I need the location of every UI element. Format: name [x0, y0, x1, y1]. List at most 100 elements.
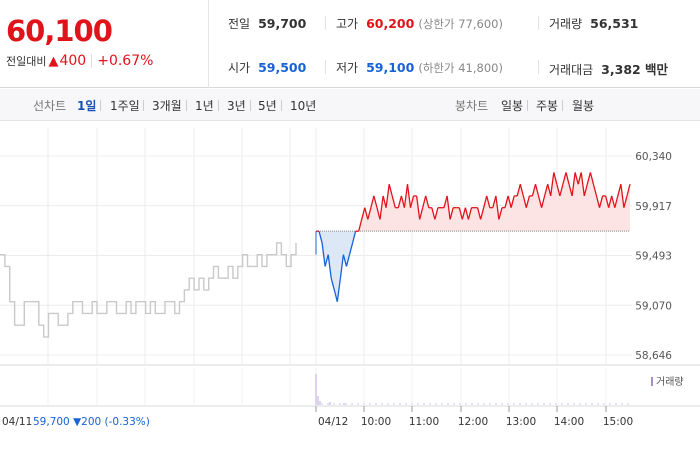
today-series-segment: [574, 172, 579, 185]
today-series-segment: [422, 195, 427, 208]
today-series-segment: [379, 195, 384, 220]
divider: [325, 16, 326, 30]
tab-weekly-candle[interactable]: 주봉: [536, 99, 559, 113]
today-series-segment: [348, 242, 354, 255]
today-series-segment: [361, 207, 366, 220]
today-series-segment: [415, 195, 421, 220]
today-series-segment: [458, 207, 463, 220]
today-series-segment: [507, 195, 512, 208]
today-series-segment: [345, 254, 351, 267]
stat-value: 59,700: [258, 16, 307, 31]
price-chart-svg: 60,340 59,917 59,493 59,070 58,646 거래량 04/11…: [0, 128, 700, 428]
today-series-segment: [608, 195, 613, 208]
today-series-segment: [373, 195, 378, 208]
today-series-segment: [391, 195, 396, 208]
y-tick-label: 59,493: [635, 251, 672, 263]
tab-1y[interactable]: 1년: [195, 99, 214, 113]
stat-sub: (상한가 77,600): [418, 17, 503, 31]
stat-value: 60,200: [366, 16, 415, 31]
tab-5y[interactable]: 5년: [258, 99, 277, 113]
today-series-segment: [510, 195, 515, 208]
stat-label: 거래대금: [549, 63, 594, 77]
stat-label: 고가: [336, 17, 359, 31]
today-series-segment: [598, 195, 604, 208]
prev-day-series: [0, 242, 297, 338]
today-series-segment: [537, 195, 543, 208]
y-tick-label: 58,646: [635, 350, 672, 362]
today-series-segment: [382, 195, 387, 208]
x-tick-label: 13:00: [506, 416, 536, 428]
x-tick-label: 04/11: [2, 416, 32, 428]
today-series-segment: [543, 184, 549, 197]
stat-open: 시가 59,500: [228, 59, 306, 76]
x-tick-label: 12:00: [458, 416, 488, 428]
x-tick-label: 14:00: [554, 416, 584, 428]
today-series-segment: [486, 195, 491, 208]
today-series-segment: [568, 184, 573, 197]
today-series-segment: [324, 254, 329, 267]
today-series-segment: [397, 195, 403, 208]
today-series-segment: [626, 184, 631, 197]
tab-3m[interactable]: 3개월: [152, 99, 182, 113]
change-label: 전일대비: [6, 55, 47, 68]
tab-10y[interactable]: 10년: [290, 99, 317, 113]
tab-3y[interactable]: 3년: [227, 99, 246, 113]
stat-label: 거래량: [549, 17, 583, 31]
today-series-segment: [434, 207, 439, 220]
stat-value: 3,382 백만: [601, 62, 669, 77]
today-series-segment: [419, 207, 424, 220]
today-series-segment: [431, 207, 436, 220]
divider: [562, 100, 563, 111]
volume-panel: 거래량: [315, 374, 684, 405]
tab-daily-candle[interactable]: 일봉: [501, 99, 524, 113]
divider: [218, 100, 219, 111]
today-series-segment: [531, 184, 537, 197]
volume-legend-label: 거래량: [656, 376, 684, 388]
today-series-segment: [504, 195, 509, 208]
today-series-segment: [443, 195, 448, 208]
today-series-segment: [409, 195, 415, 208]
x-tick-label: 15:00: [603, 416, 633, 428]
tab-1w[interactable]: 1주일: [110, 99, 140, 113]
today-series-segment: [592, 184, 598, 197]
divider: [250, 100, 251, 111]
today-series-segment: [376, 207, 381, 220]
today-series-segment: [604, 195, 610, 208]
volume-legend-icon: [651, 377, 653, 386]
today-series-segment: [449, 207, 454, 220]
today-series-segment: [550, 172, 555, 196]
stat-label: 저가: [336, 61, 359, 75]
today-series-segment: [336, 278, 342, 302]
tab-1d[interactable]: 1일: [77, 99, 97, 113]
today-series-segment: [586, 172, 592, 185]
stat-value: 56,531: [590, 16, 639, 31]
today-series-segment: [400, 195, 406, 208]
down-area-fill: [316, 231, 630, 302]
today-series-segment: [406, 184, 412, 208]
today-series-segment: [461, 207, 467, 220]
up-area-fill: [358, 172, 630, 232]
y-axis: 60,340 59,917 59,493 59,070 58,646: [635, 151, 672, 362]
stat-prev-close: 전일 59,700: [228, 15, 306, 32]
today-series-segment: [534, 184, 540, 197]
today-series-segment: [611, 195, 616, 208]
stat-low: 저가 59,100 (하한가 41,800): [336, 59, 503, 76]
today-series-segment: [559, 184, 564, 197]
today-series-segment: [358, 219, 363, 232]
y-tick-label: 59,070: [635, 300, 672, 312]
up-arrow-icon: ▲: [48, 53, 59, 69]
divider: [325, 60, 326, 74]
today-series-segment: [492, 195, 497, 208]
today-series-segment: [623, 195, 628, 208]
today-series-segment: [589, 172, 595, 185]
today-series-segment: [577, 172, 582, 185]
today-series-segment: [495, 195, 500, 220]
intraday-chart: 60,340 59,917 59,493 59,070 58,646 거래량 04/11…: [0, 122, 700, 450]
stat-sub: (하한가 41,800): [418, 61, 503, 75]
today-series-segment: [342, 254, 348, 267]
today-series-segment: [321, 242, 326, 267]
tab-monthly-candle[interactable]: 월봉: [572, 99, 595, 113]
stat-trade-value: 거래대금 3,382 백만: [549, 59, 668, 78]
today-series-segment: [556, 184, 561, 197]
today-series-segment: [339, 254, 345, 279]
